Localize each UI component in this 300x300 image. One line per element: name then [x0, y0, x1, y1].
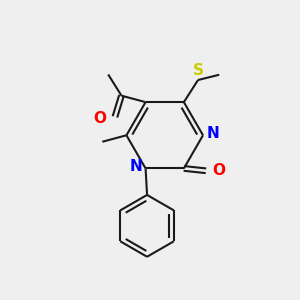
Text: O: O — [212, 163, 225, 178]
Text: N: N — [206, 126, 219, 141]
Text: S: S — [193, 63, 204, 78]
Text: O: O — [94, 111, 107, 126]
Text: N: N — [129, 160, 142, 175]
